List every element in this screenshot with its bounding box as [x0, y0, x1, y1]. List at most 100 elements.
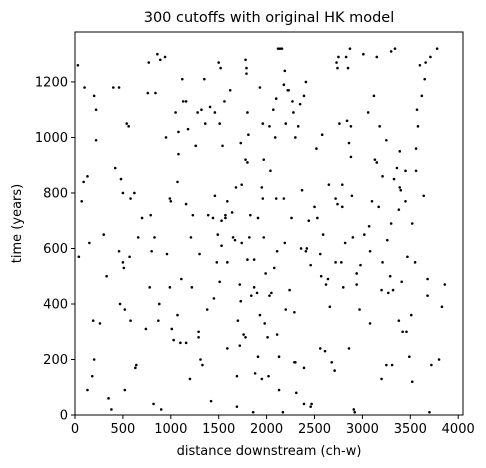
- data-point: [276, 47, 280, 50]
- data-point: [186, 127, 190, 131]
- data-point: [390, 363, 394, 367]
- data-point: [199, 358, 202, 361]
- data-point: [92, 94, 96, 98]
- data-point: [278, 47, 282, 50]
- data-point: [216, 233, 220, 236]
- data-point: [368, 249, 372, 253]
- data-point: [152, 402, 155, 406]
- data-point: [334, 197, 337, 200]
- data-point: [238, 344, 242, 347]
- data-point: [136, 236, 140, 239]
- x-axis-label: distance downstream (ch-w): [177, 444, 362, 459]
- data-point: [223, 100, 226, 103]
- data-point: [349, 155, 353, 159]
- data-point: [269, 169, 272, 173]
- data-point: [258, 313, 262, 317]
- data-point: [213, 194, 217, 198]
- data-point: [194, 144, 198, 148]
- data-point: [341, 286, 345, 289]
- x-tick-label: 0: [71, 422, 79, 437]
- data-point: [86, 388, 89, 392]
- data-point: [272, 108, 275, 112]
- data-point: [304, 80, 308, 84]
- data-point: [353, 410, 357, 414]
- data-point: [140, 216, 144, 220]
- data-point: [395, 166, 399, 170]
- data-point: [80, 199, 84, 203]
- data-point: [168, 197, 172, 200]
- data-point: [184, 341, 188, 345]
- chart-title: 300 cutoffs with original HK model: [144, 10, 395, 26]
- data-point: [349, 125, 353, 128]
- data-point: [242, 333, 245, 336]
- data-point: [226, 261, 229, 264]
- data-point: [385, 138, 388, 142]
- data-point: [277, 355, 281, 359]
- data-point: [163, 55, 167, 59]
- data-point: [405, 330, 408, 334]
- x-tick-label: 3500: [394, 422, 427, 437]
- data-point: [410, 222, 414, 225]
- data-point: [261, 122, 265, 125]
- data-point: [201, 363, 204, 367]
- data-point: [282, 83, 286, 87]
- data-point: [429, 55, 432, 59]
- data-point: [165, 252, 169, 256]
- data-point: [318, 252, 322, 256]
- data-point: [244, 58, 247, 62]
- data-point: [127, 125, 130, 128]
- data-point: [366, 111, 370, 114]
- data-point: [211, 216, 215, 220]
- data-point: [91, 319, 95, 322]
- data-point: [230, 211, 234, 214]
- data-point: [184, 100, 188, 103]
- data-point: [385, 363, 388, 367]
- data-point: [295, 391, 298, 395]
- data-point: [409, 313, 413, 317]
- data-point: [218, 280, 221, 284]
- data-point: [245, 72, 248, 75]
- data-point: [340, 183, 344, 186]
- data-point: [413, 261, 417, 264]
- data-point: [123, 388, 127, 392]
- data-point: [258, 86, 262, 89]
- data-point: [205, 308, 209, 311]
- data-point: [92, 358, 96, 361]
- data-point: [428, 410, 431, 414]
- data-point: [347, 141, 351, 145]
- data-point: [110, 408, 113, 411]
- data-point: [363, 233, 366, 236]
- data-point: [393, 47, 397, 50]
- data-point: [338, 122, 341, 125]
- y-tick-label: 800: [43, 186, 68, 201]
- data-point: [122, 266, 126, 270]
- data-point: [344, 55, 348, 59]
- data-point: [154, 91, 157, 95]
- data-point: [386, 238, 389, 242]
- data-point: [88, 241, 91, 245]
- data-point: [262, 236, 266, 239]
- data-point: [348, 47, 352, 50]
- data-point: [252, 286, 256, 289]
- data-point: [274, 197, 278, 200]
- data-point: [144, 327, 148, 331]
- data-point: [198, 252, 201, 256]
- data-point: [260, 186, 264, 189]
- data-point: [381, 261, 384, 264]
- data-point: [415, 108, 419, 112]
- data-point: [267, 374, 270, 378]
- data-point: [217, 61, 221, 64]
- data-point: [300, 188, 304, 192]
- data-point: [83, 86, 86, 89]
- data-point: [239, 299, 243, 303]
- data-point: [224, 216, 227, 220]
- data-point: [352, 408, 356, 411]
- data-point: [298, 102, 302, 106]
- data-point: [102, 233, 106, 236]
- data-point: [280, 47, 284, 50]
- data-point: [246, 258, 249, 261]
- data-points: [76, 47, 447, 414]
- data-point: [246, 111, 249, 114]
- data-point: [197, 335, 200, 339]
